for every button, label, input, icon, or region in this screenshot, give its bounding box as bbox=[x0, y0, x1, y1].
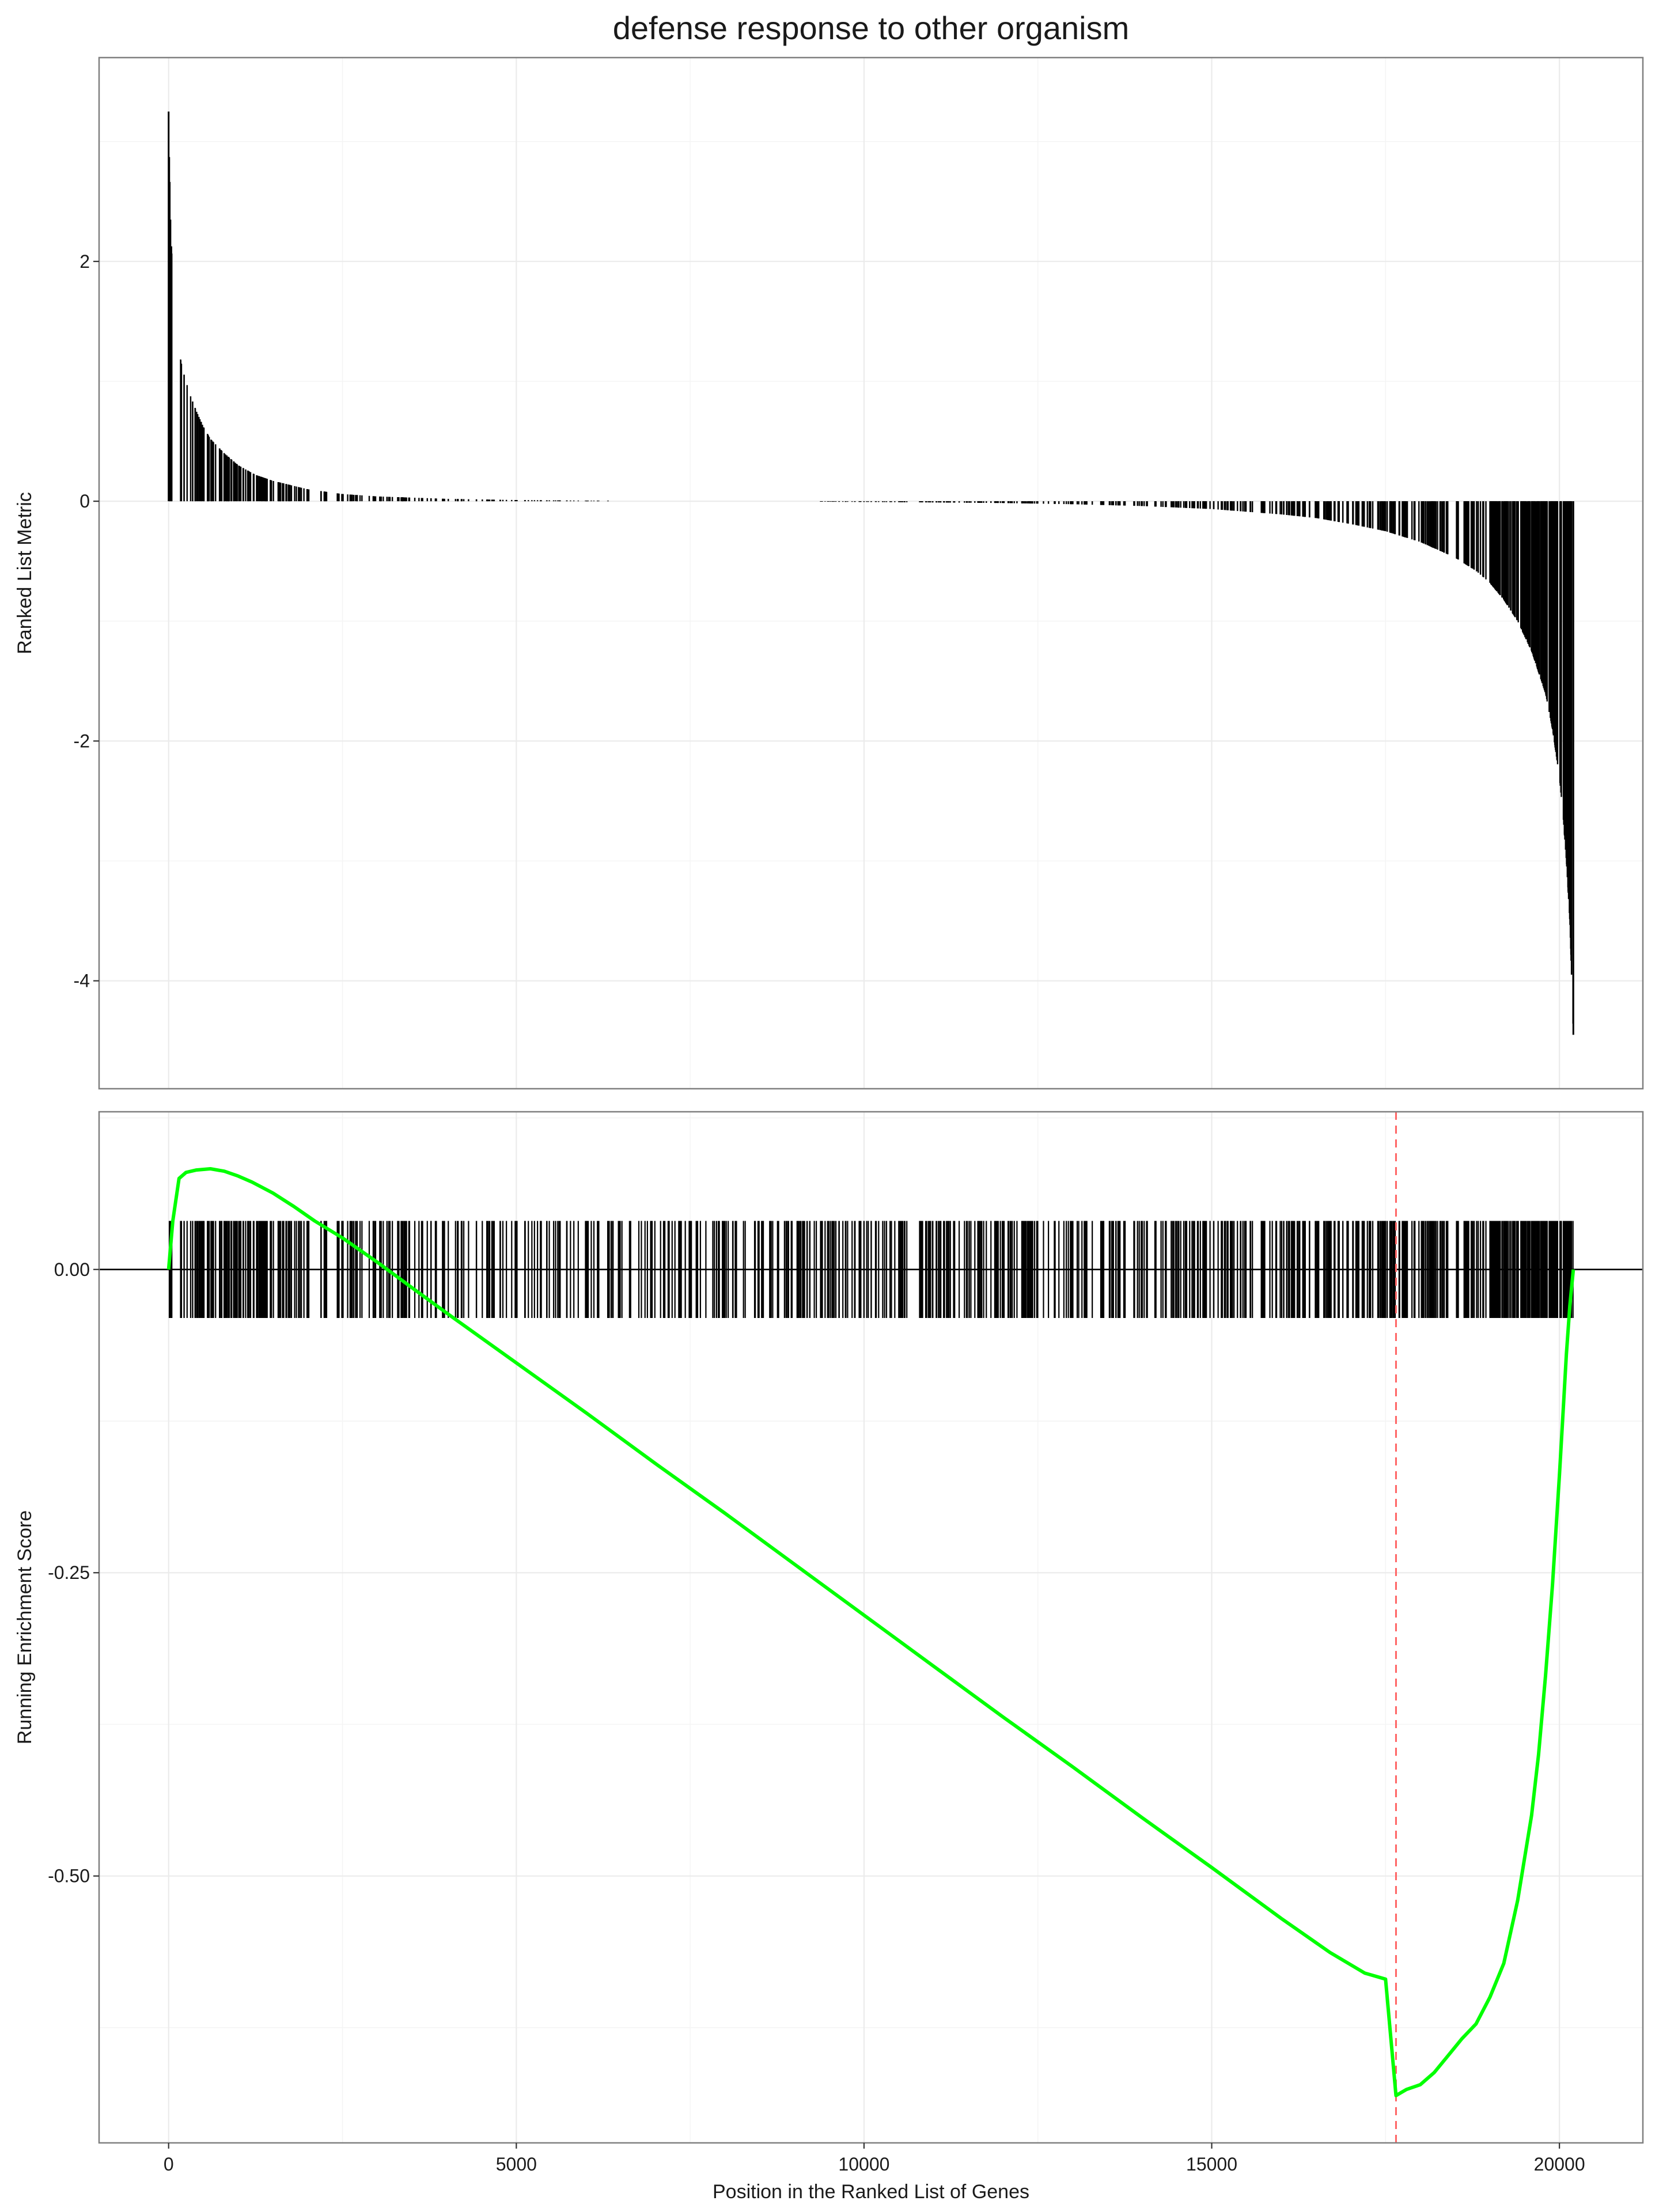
x-tick-label: 5000 bbox=[496, 2154, 537, 2175]
x-tick-label: 15000 bbox=[1186, 2154, 1237, 2175]
top-panel-ylabel: Ranked List Metric bbox=[14, 492, 36, 654]
chart-title: defense response to other organism bbox=[613, 10, 1130, 46]
top-panel-frame bbox=[98, 56, 1644, 1090]
y-tick-label: 0.00 bbox=[54, 1259, 90, 1280]
enrichment-score-curve bbox=[166, 1167, 1575, 2097]
bottom-panel-y-axis: 0.00 -0.25 -0.50 bbox=[48, 1259, 99, 1887]
x-tick-label: 20000 bbox=[1534, 2154, 1585, 2175]
ranked-list-metric-panel: 2 0 -2 -4 Ranked List Metric bbox=[14, 56, 1644, 1090]
y-tick-label: -2 bbox=[74, 730, 90, 751]
y-tick-label: -4 bbox=[74, 971, 90, 991]
y-tick-label: 2 bbox=[79, 251, 90, 272]
y-tick-label: -0.25 bbox=[48, 1562, 90, 1583]
ranked-metric-bars bbox=[168, 111, 1574, 1035]
running-enrichment-score-panel: 0.00 -0.25 -0.50 0 5000 10000 15000 20000 Runn… bbox=[14, 1111, 1644, 2175]
top-panel-y-axis: 2 0 -2 -4 bbox=[74, 251, 99, 991]
x-tick-label: 0 bbox=[164, 2154, 174, 2175]
x-axis: 0 5000 10000 15000 20000 bbox=[164, 2143, 1585, 2175]
x-axis-label: Position in the Ranked List of Genes bbox=[713, 2181, 1029, 2203]
top-panel-grid bbox=[99, 58, 1643, 1089]
x-tick-label: 10000 bbox=[838, 2154, 889, 2175]
y-tick-label: -0.50 bbox=[48, 1866, 90, 1887]
bottom-panel-frame bbox=[98, 1111, 1644, 2144]
bottom-panel-ylabel: Running Enrichment Score bbox=[14, 1510, 36, 1744]
y-tick-label: 0 bbox=[79, 491, 90, 512]
